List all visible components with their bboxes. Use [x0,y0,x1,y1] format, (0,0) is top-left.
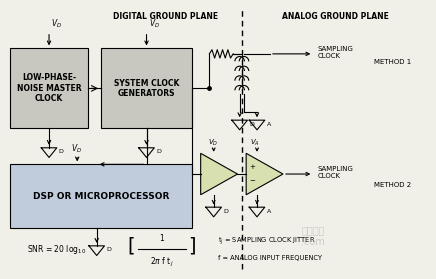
Text: +: + [249,164,255,170]
Text: t$_j$ = SAMPLING CLOCK JITTER: t$_j$ = SAMPLING CLOCK JITTER [218,236,315,247]
Text: METHOD 1: METHOD 1 [374,59,411,65]
Text: $V_A$: $V_A$ [251,138,260,148]
Text: $V_D$: $V_D$ [149,18,160,30]
FancyBboxPatch shape [101,48,192,128]
Text: SNR = 20 log$_{10}$: SNR = 20 log$_{10}$ [27,244,87,256]
Text: 2$\pi$ f t$_j$: 2$\pi$ f t$_j$ [150,256,174,269]
Text: ANALOG GROUND PLANE: ANALOG GROUND PLANE [282,13,388,21]
Text: $V_D$: $V_D$ [208,138,218,148]
Text: D: D [249,122,254,127]
Text: D: D [223,209,228,214]
Text: $V_D$: $V_D$ [51,18,62,30]
FancyBboxPatch shape [10,48,88,128]
Text: A: A [266,122,271,127]
Text: $V_D$: $V_D$ [71,142,82,155]
Text: D: D [106,247,111,252]
Polygon shape [246,153,283,195]
Text: LOW-PHASE-
NOISE MASTER
CLOCK: LOW-PHASE- NOISE MASTER CLOCK [17,73,82,103]
Text: 复检测网
.com: 复检测网 .com [301,225,325,247]
Text: 1: 1 [159,234,164,243]
Text: SAMPLING
CLOCK: SAMPLING CLOCK [318,46,354,59]
Text: D: D [156,150,161,155]
Text: f = ANALOG INPUT FREQUENCY: f = ANALOG INPUT FREQUENCY [218,255,322,261]
Text: METHOD 2: METHOD 2 [374,182,411,188]
Text: DIGITAL GROUND PLANE: DIGITAL GROUND PLANE [113,13,218,21]
Text: SAMPLING
CLOCK: SAMPLING CLOCK [318,166,354,179]
Text: −: − [249,178,255,184]
Polygon shape [201,153,238,195]
Text: [: [ [128,236,135,255]
FancyBboxPatch shape [10,164,192,228]
Text: ]: ] [188,236,196,255]
Text: A: A [266,209,271,214]
Text: DSP OR MICROPROCESSOR: DSP OR MICROPROCESSOR [33,192,169,201]
Text: D: D [58,150,64,155]
Text: SYSTEM CLOCK
GENERATORS: SYSTEM CLOCK GENERATORS [114,79,179,98]
